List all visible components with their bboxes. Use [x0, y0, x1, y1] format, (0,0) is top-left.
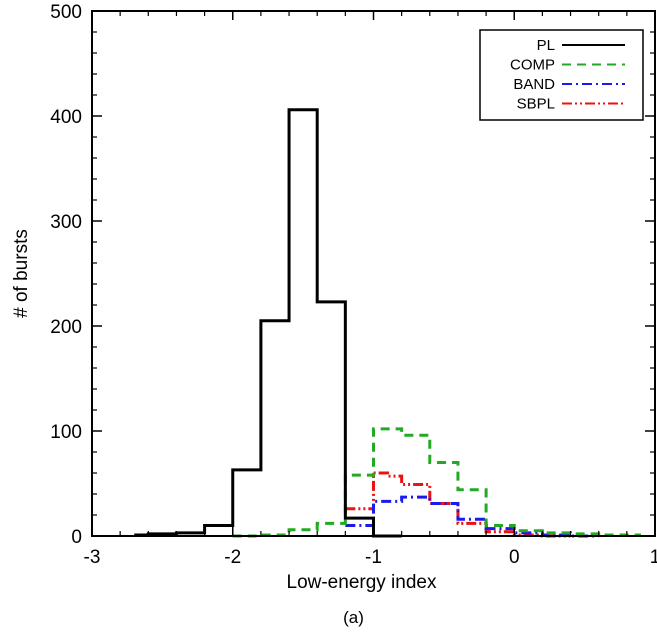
x-tick-label: -2	[224, 547, 241, 568]
y-axis-title: # of bursts	[11, 229, 32, 318]
x-tick-label: -3	[84, 547, 101, 568]
legend-label-pl: PL	[537, 37, 555, 54]
legend-label-comp: COMP	[510, 57, 555, 74]
y-tick-label: 100	[50, 422, 82, 443]
y-tick-label: 500	[50, 2, 82, 23]
y-tick-label: 200	[50, 317, 82, 338]
y-tick-label: 400	[50, 107, 82, 128]
series-sbpl-step	[345, 471, 571, 538]
ticks-layer: -3 -2 -1 0 1 0 100 200 300 400 500	[50, 2, 657, 568]
legend-label-band: BAND	[513, 76, 555, 93]
x-tick-label: 0	[509, 547, 520, 568]
series-layer	[134, 108, 641, 538]
series-band-step	[345, 495, 599, 538]
legend-label-sbpl: SBPL	[517, 96, 555, 113]
y-tick-label: 300	[50, 212, 82, 233]
y-tick-label: 0	[71, 527, 82, 548]
series-comp-step	[232, 427, 641, 538]
x-axis-title: Low-energy index	[287, 572, 437, 593]
legend: PL COMP BAND SBPL	[479, 29, 644, 121]
x-tick-label: 1	[650, 547, 657, 568]
legend-box	[479, 29, 644, 121]
figure-caption: (a)	[343, 608, 364, 627]
x-tick-label: -1	[365, 547, 382, 568]
series-pl-step	[134, 108, 402, 538]
